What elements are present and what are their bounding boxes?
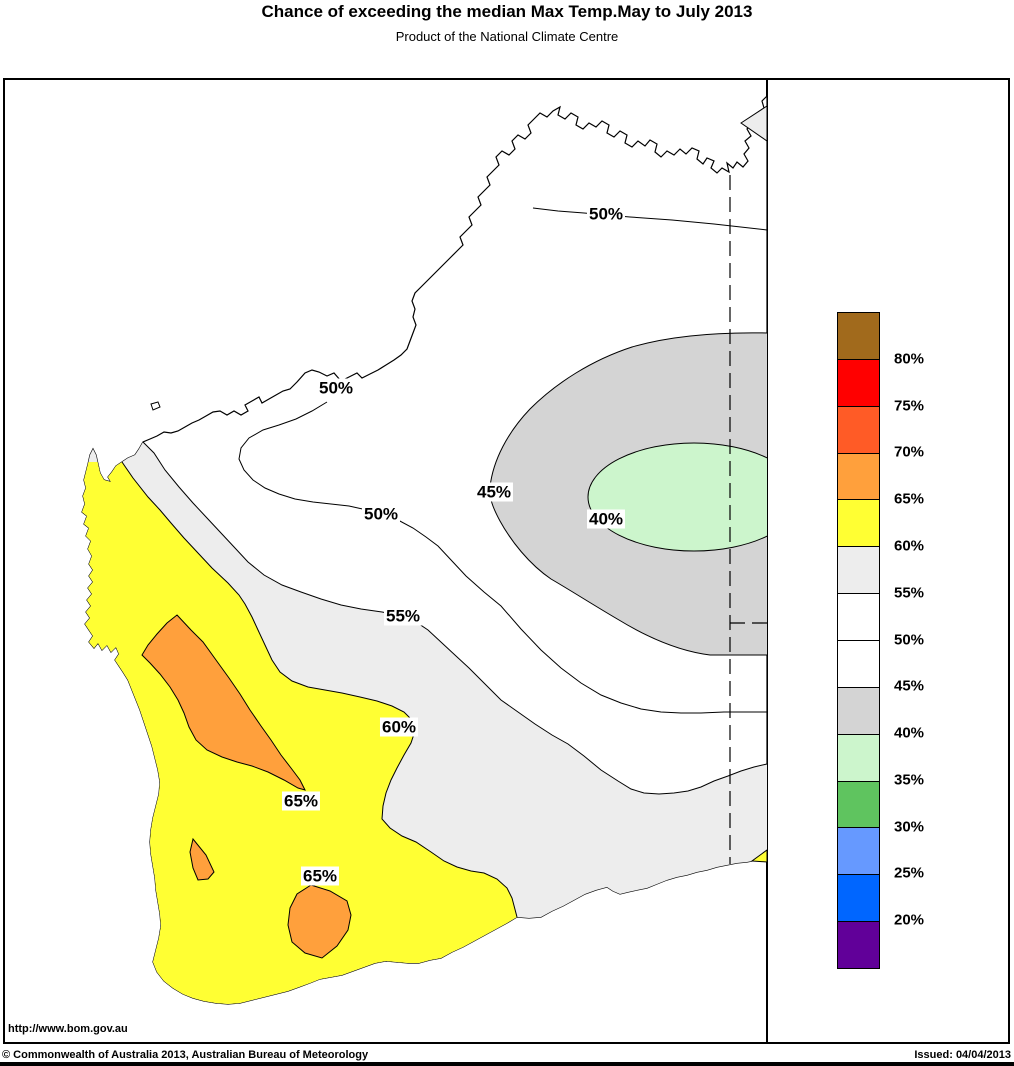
legend-label: 55% — [894, 584, 925, 602]
contour-55 — [142, 441, 768, 795]
region-55-60-nt — [740, 105, 768, 142]
legend-swatch — [838, 734, 879, 782]
contour-50-north — [532, 207, 768, 231]
contour-50-central — [238, 401, 767, 714]
region-65-70-wedge — [189, 837, 215, 881]
contour-label: 50% — [316, 378, 356, 398]
region-65-70-main — [141, 614, 306, 791]
region-60-65-sliver — [750, 849, 768, 863]
legend-swatch — [838, 313, 879, 360]
legend-swatch — [838, 922, 879, 969]
page-title: Chance of exceeding the median Max Temp.… — [261, 2, 753, 21]
legend-swatch — [838, 594, 879, 642]
copyright-text: © Commonwealth of Australia 2013, Austra… — [2, 1049, 369, 1061]
legend-label: 70% — [894, 443, 925, 461]
bottom-bar — [0, 1062, 1014, 1066]
region-65-70-south — [287, 884, 352, 959]
legend-swatch — [838, 641, 879, 688]
legend-color-bar — [837, 312, 880, 969]
legend-label: 80% — [894, 350, 925, 368]
legend-swatch — [838, 875, 879, 923]
contour-label: 55% — [383, 606, 423, 626]
legend-label: 35% — [894, 771, 925, 789]
contour-label: 40% — [586, 509, 626, 529]
legend-swatch — [838, 453, 879, 501]
legend-label: 45% — [894, 677, 925, 695]
contour-label: 50% — [586, 204, 626, 224]
map-frame — [3, 78, 1010, 1044]
island — [150, 401, 161, 411]
legend-swatch — [838, 687, 879, 735]
contour-label: 65% — [300, 866, 340, 886]
legend-label: 25% — [894, 864, 925, 882]
bom-url-label: http://www.bom.gov.au — [8, 1023, 128, 1035]
contour-label: 65% — [281, 791, 321, 811]
contour-60 — [121, 461, 518, 918]
legend-swatch — [838, 781, 879, 829]
legend-swatch — [838, 828, 879, 876]
legend-label: 75% — [894, 397, 925, 415]
legend-label: 20% — [894, 911, 925, 929]
legend-label: 60% — [894, 537, 925, 555]
issued-date: Issued: 04/04/2013 — [914, 1049, 1011, 1061]
contour-label: 60% — [379, 717, 419, 737]
legend-label: 40% — [894, 724, 925, 742]
contour-label: 50% — [361, 504, 401, 524]
legend-label: 30% — [894, 818, 925, 836]
legend-swatch — [838, 359, 879, 407]
legend-swatch — [838, 547, 879, 595]
region-35-40 — [587, 442, 767, 552]
legend-swatch — [838, 500, 879, 548]
legend-swatch — [838, 406, 879, 454]
legend-label: 65% — [894, 490, 925, 508]
contour-label: 45% — [474, 482, 514, 502]
legend-label: 50% — [894, 631, 925, 648]
page-subtitle: Product of the National Climate Centre — [395, 29, 619, 44]
region-60-65 — [82, 462, 517, 1004]
